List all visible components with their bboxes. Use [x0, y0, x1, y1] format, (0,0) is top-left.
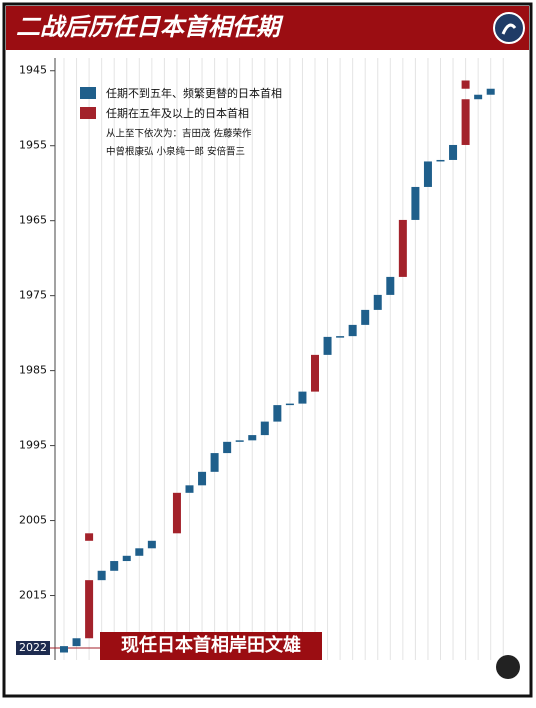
y-tick-label: 2005	[19, 514, 47, 527]
chart-title: 二战后历任日本首相任期	[16, 13, 284, 41]
term-bar	[461, 99, 470, 145]
y-tick-label: 1975	[19, 289, 47, 302]
current-year-box	[16, 641, 50, 656]
term-bar	[474, 94, 483, 100]
legend-swatch	[80, 107, 96, 119]
y-tick-label: 2015	[19, 589, 47, 602]
term-bar	[248, 435, 257, 441]
term-bar	[285, 403, 294, 406]
current-year-label: 2022	[19, 641, 47, 654]
term-bar	[85, 533, 94, 541]
term-bar	[436, 159, 445, 162]
term-bar	[373, 294, 382, 310]
term-bar	[135, 548, 144, 556]
term-bar	[210, 453, 219, 472]
y-tick-label: 1945	[19, 64, 47, 77]
term-bar	[260, 421, 269, 436]
note: 从上至下依次为：吉田茂 佐藤荣作	[106, 128, 252, 140]
term-bar	[348, 324, 357, 337]
term-bar	[386, 276, 395, 295]
term-bar	[311, 354, 319, 392]
watermark-logo	[496, 655, 520, 679]
term-bar	[60, 646, 68, 653]
term-bar	[223, 441, 232, 454]
term-bar	[122, 555, 131, 562]
annotation: 现任日本首相岸田文雄	[121, 634, 301, 656]
y-tick-label: 1985	[19, 364, 47, 377]
legend-label: 任期在五年及以上的日本首相	[106, 106, 249, 120]
y-tick-label: 1955	[19, 139, 47, 152]
term-bar	[147, 540, 156, 549]
term-bar	[110, 561, 119, 571]
logo-mark	[501, 23, 517, 35]
term-bar	[361, 309, 370, 325]
term-bar	[336, 336, 345, 338]
term-bar	[273, 405, 282, 422]
term-bar	[423, 161, 432, 187]
term-bar	[185, 485, 194, 493]
term-bar	[398, 219, 407, 277]
term-bar	[97, 570, 106, 581]
term-bar	[449, 144, 458, 160]
legend-label: 任期不到五年、频繁更替的日本首相	[106, 86, 282, 100]
term-bar	[235, 440, 244, 442]
term-bar	[172, 492, 181, 534]
term-bar	[486, 88, 495, 95]
annotation-box	[100, 632, 322, 660]
y-tick-label: 1995	[19, 439, 47, 452]
term-bar	[72, 638, 81, 647]
term-bar	[298, 391, 307, 404]
logo	[493, 12, 525, 44]
term-bar	[198, 471, 207, 486]
y-tick-label: 1965	[19, 214, 47, 227]
term-bar	[323, 336, 332, 355]
legend-swatch	[80, 87, 96, 99]
term-bar	[85, 580, 94, 639]
term-bar	[411, 186, 420, 220]
header-bar	[6, 6, 529, 50]
term-bar	[461, 80, 470, 89]
note: 中曾根康弘 小泉纯一郎 安倍晋三	[106, 146, 245, 158]
